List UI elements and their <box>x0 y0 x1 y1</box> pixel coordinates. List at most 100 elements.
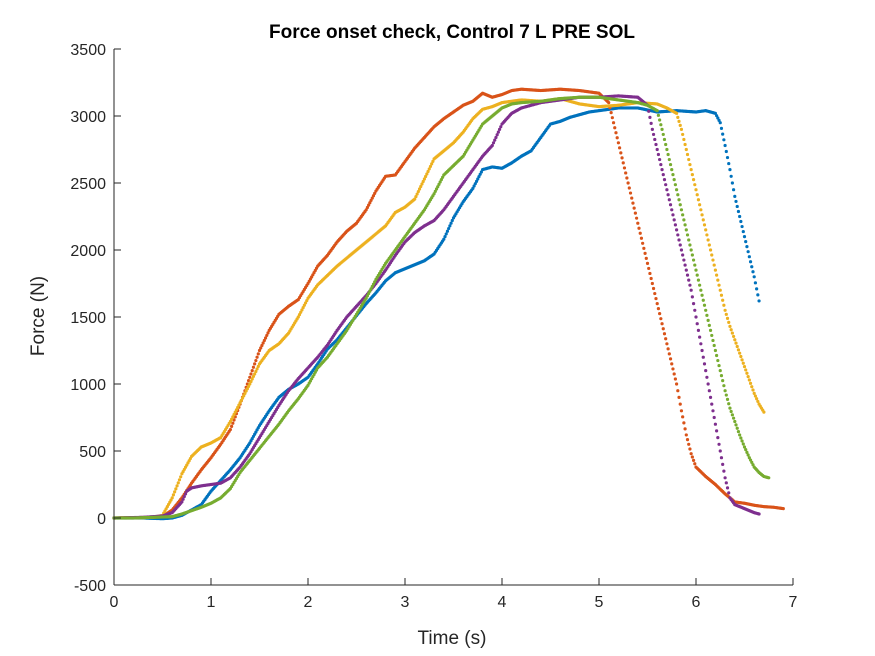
data-point <box>425 172 429 176</box>
data-point <box>708 328 713 332</box>
data-point <box>698 283 702 287</box>
data-point <box>619 151 623 155</box>
data-point <box>716 358 720 363</box>
data-point <box>237 403 241 407</box>
y-tick-label: 3500 <box>70 42 106 59</box>
data-point <box>679 409 684 413</box>
data-point <box>447 226 451 231</box>
data-point <box>681 253 685 257</box>
data-point <box>727 491 731 495</box>
data-point <box>699 342 703 346</box>
data-point <box>667 198 671 202</box>
data-point <box>679 127 684 131</box>
data-point <box>661 132 665 137</box>
data-point <box>721 462 725 466</box>
data-point <box>678 123 682 127</box>
data-point <box>707 243 711 247</box>
data-point <box>678 203 682 207</box>
data-point <box>180 500 184 504</box>
data-point <box>691 302 696 306</box>
data-point <box>648 271 652 276</box>
data-point <box>740 439 744 443</box>
data-point <box>753 281 758 285</box>
data-point <box>722 384 726 388</box>
data-point <box>371 194 376 198</box>
data-point <box>747 255 751 259</box>
data-point <box>647 266 651 271</box>
y-tick-label: -500 <box>74 578 106 595</box>
data-point <box>260 343 264 348</box>
data-point <box>658 312 662 316</box>
data-point <box>626 181 630 185</box>
data-point <box>255 367 259 371</box>
data-point <box>656 152 661 157</box>
data-point <box>687 157 691 162</box>
data-point <box>493 138 497 142</box>
data-point <box>664 337 668 341</box>
data-point <box>702 223 707 227</box>
data-point <box>707 389 711 393</box>
data-point <box>248 375 252 379</box>
data-point <box>689 288 693 292</box>
data-point <box>724 149 728 154</box>
data-point <box>688 447 692 451</box>
data-point <box>675 111 679 115</box>
data-point <box>741 361 745 365</box>
data-point <box>739 436 743 440</box>
data-point <box>734 341 738 345</box>
data-point <box>746 250 750 254</box>
data-point <box>762 410 766 414</box>
data-point <box>369 198 373 203</box>
data-point <box>735 426 739 430</box>
data-point <box>742 445 747 449</box>
data-point <box>495 133 499 137</box>
data-point <box>438 180 442 184</box>
data-point <box>723 389 727 393</box>
data-point <box>738 433 742 437</box>
data-point <box>741 442 745 446</box>
data-point <box>427 167 431 171</box>
data-point <box>262 338 266 343</box>
data-point <box>744 448 748 452</box>
data-point <box>756 399 760 404</box>
data-point <box>736 429 741 434</box>
data-point <box>614 131 618 135</box>
data-point <box>736 348 741 352</box>
data-point <box>677 119 681 123</box>
data-point <box>476 177 480 181</box>
data-point <box>707 323 711 327</box>
data-point <box>724 481 728 485</box>
data-point <box>750 265 754 269</box>
data-point <box>668 357 673 361</box>
data-point <box>683 223 687 227</box>
data-point <box>747 456 751 460</box>
data-point <box>678 243 682 247</box>
data-point <box>718 288 722 292</box>
data-point <box>497 127 502 131</box>
x-tick-label: 5 <box>595 594 604 611</box>
data-point <box>611 121 616 125</box>
data-point <box>745 245 749 249</box>
data-point <box>701 218 705 222</box>
data-point <box>671 173 675 177</box>
data-point <box>676 193 680 197</box>
data-point <box>667 157 671 162</box>
data-point <box>677 395 681 399</box>
data-point <box>433 189 437 193</box>
data-point <box>655 147 659 152</box>
data-point <box>710 253 714 257</box>
data-point <box>367 203 371 207</box>
data-point <box>738 351 742 355</box>
data-point <box>742 235 747 239</box>
data-point <box>723 308 727 312</box>
data-point <box>711 409 715 413</box>
data-point <box>170 496 174 500</box>
data-point <box>722 469 726 473</box>
data-point <box>725 486 730 490</box>
data-point <box>664 142 668 147</box>
data-point <box>679 208 684 212</box>
data-point <box>733 194 737 198</box>
data-point <box>696 198 701 202</box>
